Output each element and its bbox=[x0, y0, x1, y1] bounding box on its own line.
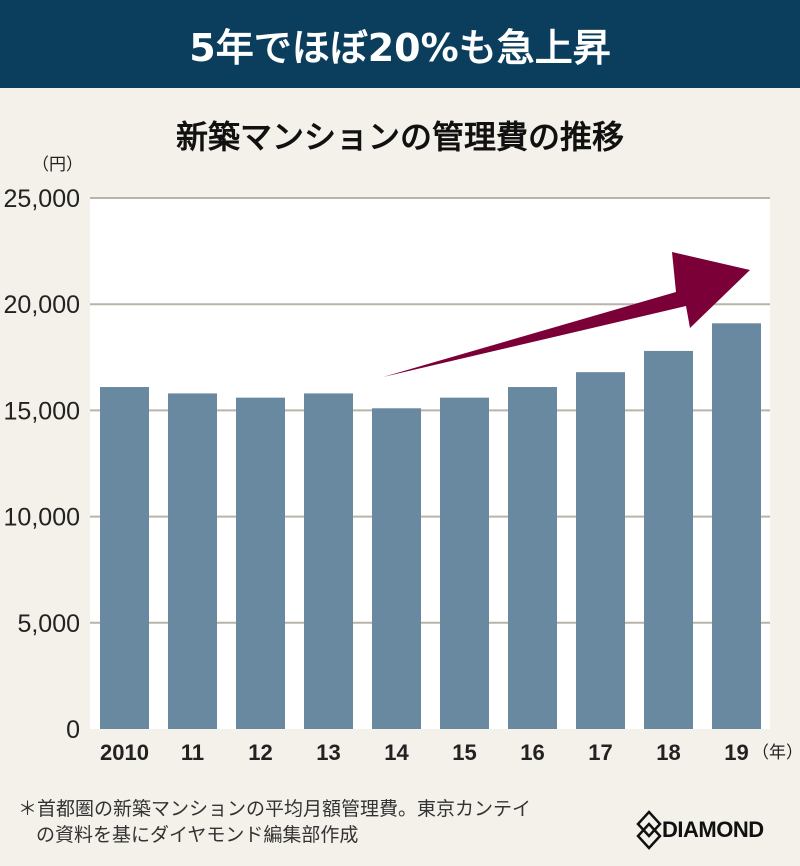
x-tick-label: 2010 bbox=[100, 740, 149, 765]
x-tick-label: 12 bbox=[248, 740, 272, 765]
bar-16 bbox=[508, 387, 557, 729]
bar-19 bbox=[712, 323, 761, 729]
y-tick-label: 10,000 bbox=[4, 504, 80, 532]
bar-14 bbox=[372, 408, 421, 729]
diamond-logo-icon bbox=[636, 810, 662, 850]
y-tick-label: 25,000 bbox=[4, 185, 80, 213]
banner-headline: 5年でほぼ20%も急上昇 bbox=[0, 0, 800, 88]
note-line-2: の資料を基にダイヤモンド編集部作成 bbox=[36, 824, 359, 846]
bar-17 bbox=[576, 372, 625, 729]
x-tick-label: 15 bbox=[452, 740, 476, 765]
source-note: ＊首都圏の新築マンションの平均月額管理費。東京カンテイ の資料を基にダイヤモンド… bbox=[18, 796, 531, 848]
x-tick-label: 18 bbox=[656, 740, 680, 765]
x-tick-label: 19 bbox=[724, 740, 748, 765]
bar-12 bbox=[236, 397, 285, 729]
bar-18 bbox=[644, 350, 693, 729]
y-tick-label: 15,000 bbox=[4, 397, 80, 425]
note-line-1: ＊首都圏の新築マンションの平均月額管理費。東京カンテイ bbox=[18, 798, 532, 820]
y-tick-label: 5,000 bbox=[17, 610, 80, 638]
trend-arrow bbox=[383, 252, 750, 377]
x-tick-label: 11 bbox=[181, 740, 204, 765]
x-axis-unit: （年） bbox=[752, 743, 800, 763]
bar-13 bbox=[304, 393, 353, 729]
logo-text: DIAMOND bbox=[662, 817, 764, 842]
diamond-logo: DIAMOND bbox=[636, 810, 764, 850]
x-tick-label: 17 bbox=[588, 740, 612, 765]
y-axis-unit: （円） bbox=[32, 155, 83, 175]
bar-15 bbox=[440, 397, 489, 729]
x-tick-label: 16 bbox=[520, 740, 544, 765]
chart-title: 新築マンションの管理費の推移 bbox=[175, 118, 624, 156]
bar-2010 bbox=[100, 387, 149, 729]
y-tick-label: 20,000 bbox=[4, 291, 80, 319]
x-tick-label: 13 bbox=[316, 740, 340, 765]
x-tick-label: 14 bbox=[384, 740, 409, 765]
bar-11 bbox=[168, 393, 217, 729]
y-tick-label: 0 bbox=[66, 716, 80, 744]
